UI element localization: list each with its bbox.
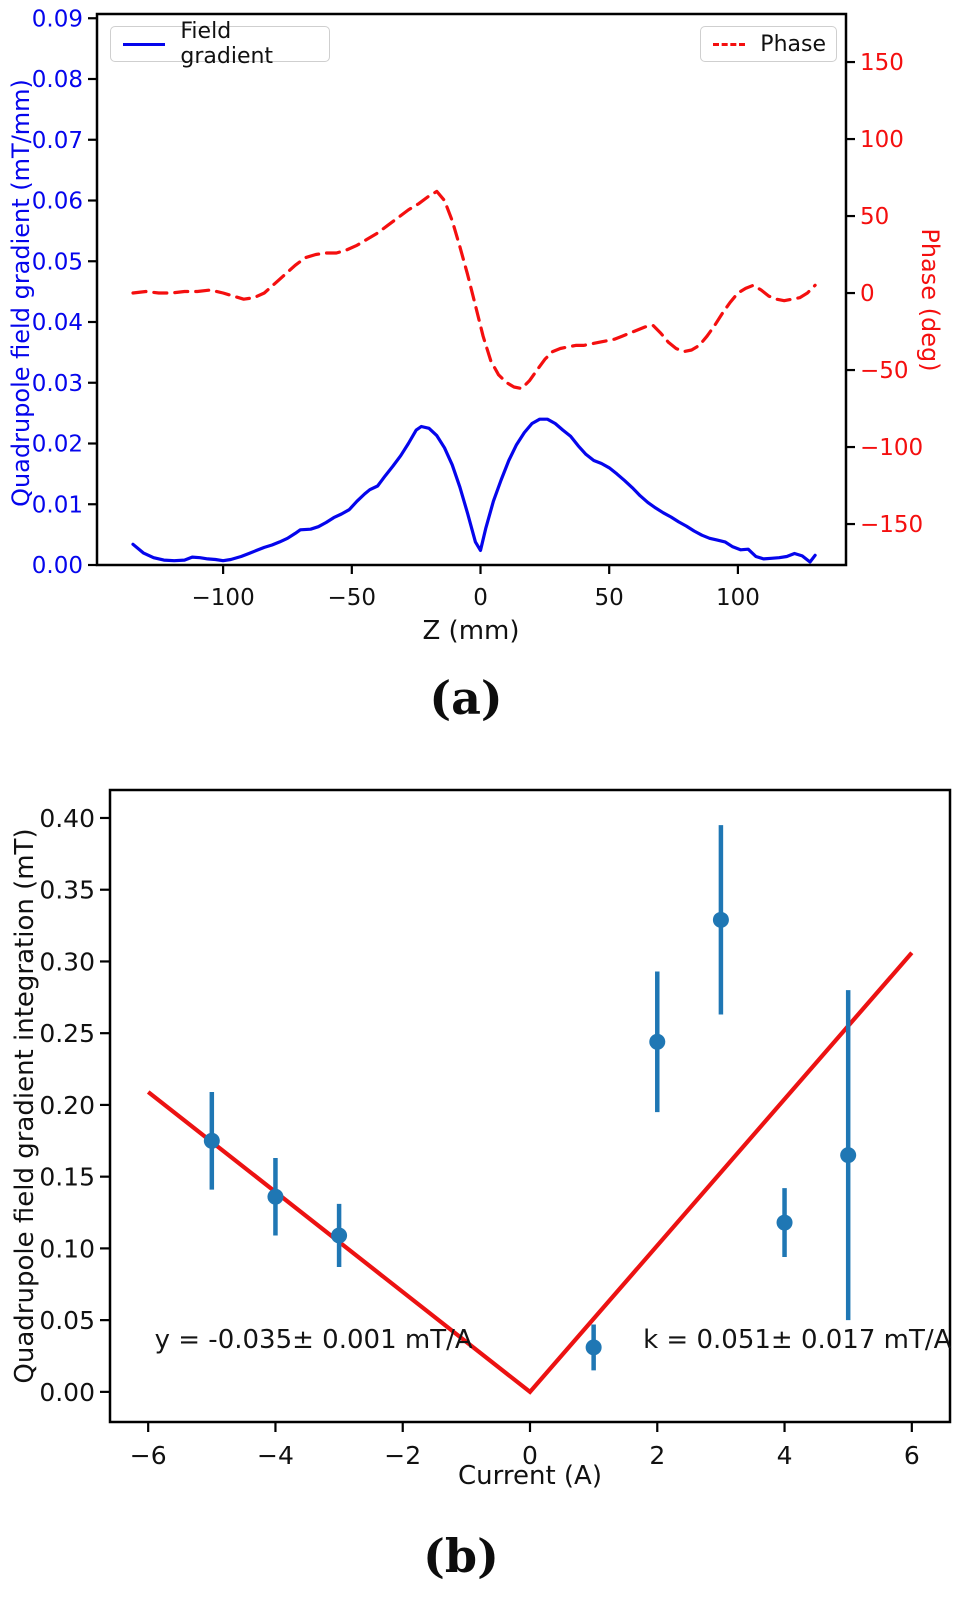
chart-b-x-tick-label: 2	[649, 1441, 665, 1470]
caption-a: (a)	[429, 671, 503, 725]
chart-a-y-left-tick-label: 0.02	[32, 432, 83, 458]
chart-a-y-right-tick-label: 150	[860, 50, 904, 76]
caption-b: (b)	[423, 1529, 499, 1583]
data-point	[331, 1227, 348, 1244]
phase-line	[131, 189, 817, 391]
chart-a-x-tick-label: 100	[716, 585, 760, 611]
chart-a-y-left-tick-label: 0.08	[32, 67, 83, 93]
data-point	[267, 1188, 284, 1205]
chart-b-x-tick-label: −6	[130, 1441, 167, 1470]
chart-b-y-tick-label: 0.30	[39, 947, 95, 976]
chart-b-y-tick-label: 0.35	[39, 876, 95, 905]
chart-a-y-left-tick-label: 0.00	[32, 553, 83, 579]
data-point	[840, 1147, 857, 1164]
chart-b-y-tick-label: 0.10	[39, 1234, 95, 1263]
chart-a-y-right-tick-label: −150	[860, 512, 923, 538]
field-gradient-legend-label: Field gradient	[180, 19, 274, 69]
chart-a-x-tick-label: 50	[595, 585, 624, 611]
chart-b-x-tick-label: 4	[777, 1441, 793, 1470]
field-gradient-line	[131, 417, 817, 564]
chart-b-y-tick-label: 0.15	[39, 1163, 95, 1192]
data-point	[649, 1033, 666, 1050]
chart-a-y-left-tick-label: 0.03	[32, 371, 83, 397]
data-point	[203, 1132, 220, 1149]
chart-b-y-tick-label: 0.20	[39, 1091, 95, 1120]
chart-b-y-axis-label: Quadrupole field gradient integration (m…	[10, 828, 40, 1384]
chart-b-y-tick-label: 0.40	[39, 804, 95, 833]
data-point	[585, 1339, 602, 1356]
chart-b-x-tick-label: −2	[384, 1441, 421, 1470]
chart-a-x-axis-label: Z (mm)	[422, 616, 520, 646]
chart-a-y-axis-label-right: Phase (deg)	[916, 228, 944, 372]
chart-b-y-tick-label: 0.25	[39, 1019, 95, 1048]
field-gradient-line-swatch	[123, 42, 166, 46]
data-point	[712, 911, 729, 928]
chart-b-x-axis-label: Current (A)	[458, 1461, 602, 1491]
chart-b-y-tick-label: 0.00	[39, 1378, 95, 1407]
fit-slope-annotation-left: y = -0.035± 0.001 mT/A	[154, 1325, 473, 1356]
chart-b-y-tick-label: 0.05	[39, 1306, 95, 1335]
chart-a-y-right-tick-label: −50	[860, 358, 909, 384]
legend-field-gradient: Field gradient	[110, 19, 330, 69]
chart-a-y-left-tick-label: 0.01	[32, 492, 83, 518]
legend-phase: Phase	[700, 26, 837, 62]
phase-legend-label: Phase	[760, 31, 826, 57]
chart-a-y-left-tick-label: 0.06	[32, 189, 83, 215]
chart-a-x-tick-label: 0	[473, 585, 488, 611]
chart-a-x-tick-label: −50	[328, 585, 377, 611]
chart-b-x-tick-label: 6	[904, 1441, 920, 1470]
chart-a-y-left-tick-label: 0.04	[32, 310, 83, 336]
chart-a-y-right-tick-label: 0	[860, 281, 875, 307]
chart-a-x-tick-label: −100	[192, 585, 255, 611]
chart-b-x-tick-label: 0	[522, 1441, 538, 1470]
chart-a-y-left-tick-label: 0.05	[32, 249, 83, 275]
chart-a-y-left-tick-label: 0.09	[32, 6, 83, 32]
fit-slope-annotation-right: k = 0.051± 0.017 mT/A	[643, 1325, 952, 1356]
chart-a-frame	[95, 12, 848, 567]
chart-a-y-right-tick-label: 50	[860, 204, 889, 230]
chart-a-y-right-tick-label: 100	[860, 127, 904, 153]
phase-line-swatch	[713, 42, 746, 46]
chart-a-y-left-tick-label: 0.07	[32, 128, 83, 154]
chart-b-x-tick-label: −4	[257, 1441, 294, 1470]
chart-a-y-right-tick-label: −100	[860, 435, 923, 461]
chart-a-y-axis-label-left: Quadrupole field gradient (mT/mm)	[7, 79, 35, 507]
data-point	[776, 1214, 793, 1231]
